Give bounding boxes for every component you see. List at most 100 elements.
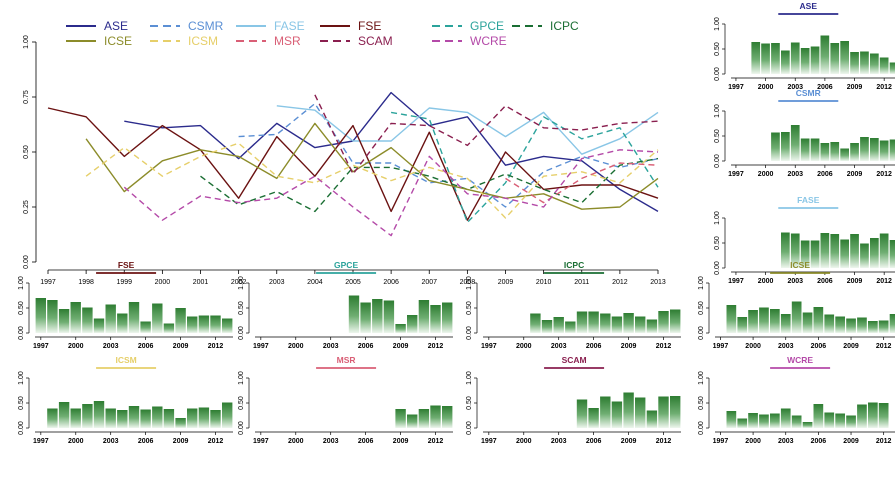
panel-x-tick-label: 1997 [33,438,49,445]
bar-2010 [187,316,198,333]
y-tick-label: 0.25 [23,200,30,214]
panel-title: ICPC [564,260,584,270]
panel-y-tick-label: 0.00 [466,326,473,340]
bar-2008 [611,316,623,333]
panel-title: ICSE [790,260,810,270]
x-tick-label: 2002 [231,279,247,286]
panel-x-tick-label: 2000 [745,438,761,445]
panel-x-tick-label: 2006 [586,343,602,350]
bar-2002 [781,132,790,161]
x-tick-label: 2010 [536,279,552,286]
series-line-fse [47,107,659,221]
bar-2003 [790,233,800,268]
bar-2002 [770,309,780,333]
panel-x-tick-label: 1997 [713,343,729,350]
bar-2004 [791,415,802,428]
panel-y-tick-label: 1.00 [714,17,721,31]
bar-2005 [576,311,588,333]
bar-2009 [175,308,186,333]
bar-2008 [383,300,395,333]
bar-2009 [623,313,634,333]
bar-2003 [790,42,800,74]
bar-2001 [771,132,780,161]
bar-2013 [889,139,895,161]
bar-2008 [840,41,849,74]
panel-x-tick-label: 1997 [481,438,497,445]
bar-2007 [830,43,840,74]
bar-2011 [868,321,878,333]
bar-2013 [442,406,453,428]
bar-1998 [47,408,58,428]
bar-2007 [830,142,840,161]
bar-2001 [759,414,769,428]
panel-y-tick-label: 0.50 [466,301,473,315]
panel-x-tick-label: 2006 [811,343,827,350]
x-tick-label: 2007 [421,279,437,286]
series-line-msr [505,162,659,204]
bar-2012 [658,311,669,333]
bar-2005 [128,302,140,333]
panel-y-tick-label: 0.00 [238,421,245,435]
bar-2007 [830,234,840,268]
panel-wcre: WCRE 1997 2000 2003 2006 2009 2012 0.00 0.50 1.00 [698,355,895,445]
panel-x-tick-label: 2006 [811,438,827,445]
bar-1998 [47,300,58,333]
panel-x-tick-label: 1997 [728,84,744,91]
panel-fase: FASE 1997 2000 2003 2006 2009 2012 0.00 0.50 1.00 [714,195,895,285]
bar-2009 [175,418,186,428]
panel-x-tick-label: 2003 [787,84,803,91]
panel-x-tick-label: 2012 [876,278,892,285]
panel-y-tick-label: 0.00 [238,326,245,340]
bar-2002 [541,320,553,333]
panel-title: MSR [337,355,356,365]
bar-2008 [840,148,849,161]
panel-x-tick-label: 2006 [817,278,833,285]
panel-x-tick-label: 2006 [817,84,833,91]
bar-2013 [222,318,233,333]
x-tick-label: 2004 [307,279,323,286]
bar-2013 [670,309,681,333]
bar-2012 [430,405,441,428]
x-tick-label: 1998 [78,279,94,286]
series-line-wcre [123,149,659,237]
x-tick-label: 2006 [383,279,399,286]
bar-2001 [82,404,93,428]
bar-2005 [576,399,588,428]
bar-1997 [35,298,46,333]
bar-2010 [187,408,198,428]
bar-2012 [878,320,889,333]
bar-2013 [889,62,895,74]
bar-2001 [530,313,541,333]
bar-2004 [800,240,810,268]
panel-y-tick-label: 0.00 [714,67,721,81]
y-tick-label: 0.75 [23,90,30,104]
bar-2011 [646,319,658,333]
bar-2011 [870,53,879,74]
bar-2009 [846,415,856,428]
bar-2006 [588,311,599,333]
panel-y-tick-label: 1.00 [714,211,721,225]
bar-2013 [889,240,895,268]
legend-label-fse: FSE [358,19,381,33]
x-tick-label: 2005 [345,279,361,286]
bar-2001 [82,307,93,333]
panel-title: CSMR [796,88,821,98]
bar-2013 [670,396,681,428]
panel-fse: FSE 1997 2000 2003 2006 2009 2012 0.00 0.50 1.00 [18,260,233,350]
panel-y-tick-label: 1.00 [698,371,705,385]
panel-x-tick-label: 2009 [173,343,189,350]
panel-x-tick-label: 2000 [68,343,84,350]
panel-x-tick-label: 2000 [288,438,304,445]
panel-x-tick-label: 2009 [393,438,409,445]
panel-x-tick-label: 2006 [358,343,374,350]
bar-2005 [810,138,820,161]
panel-x-tick-label: 1997 [253,343,269,350]
panel-x-tick-label: 2009 [847,278,863,285]
bar-2008 [835,316,845,333]
bar-2006 [140,409,151,428]
bar-2006 [813,404,824,428]
panel-x-tick-label: 2012 [876,438,892,445]
panel-x-tick-label: 1997 [713,438,729,445]
panel-x-tick-label: 2012 [428,343,444,350]
